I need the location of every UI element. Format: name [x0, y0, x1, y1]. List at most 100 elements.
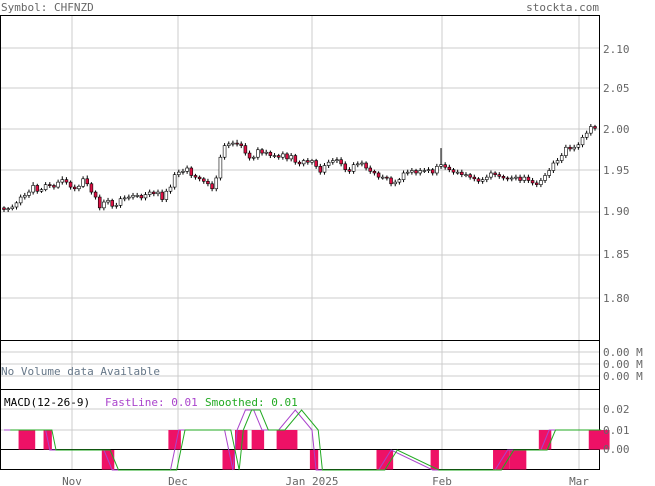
- candle-up: [410, 170, 414, 173]
- candle-down: [152, 191, 156, 195]
- candle-down: [193, 175, 198, 178]
- candle-up: [439, 164, 443, 167]
- candle-up: [485, 176, 489, 180]
- candle-up: [131, 195, 135, 198]
- candle-down: [206, 180, 210, 185]
- candle-down: [497, 174, 502, 177]
- candle-up: [135, 195, 139, 197]
- candle-up: [489, 172, 493, 178]
- grid-lines: [1, 16, 599, 469]
- price-ytick: 1.80: [603, 292, 630, 305]
- candle-down: [235, 142, 239, 145]
- candle-up: [122, 197, 127, 200]
- symbol-label: Symbol: CHFNZD: [1, 1, 94, 14]
- candle-down: [476, 178, 481, 182]
- candle-up: [310, 160, 314, 163]
- candle-up: [393, 181, 397, 185]
- candle-down: [534, 182, 539, 185]
- macd-histogram-bar-positive: [168, 430, 181, 450]
- candle-up: [6, 208, 10, 210]
- candle-down: [68, 181, 73, 188]
- candle-up: [156, 191, 160, 195]
- candle-up: [164, 190, 169, 200]
- candle-up: [584, 132, 589, 138]
- candle-up: [77, 185, 81, 190]
- candle-down: [526, 176, 531, 181]
- candle-down: [414, 170, 418, 174]
- candle-down: [2, 207, 6, 210]
- xtick-label: Dec: [168, 475, 188, 486]
- price-yaxis: 2.10 2.05 2.00 1.95 1.90 1.85 1.80: [603, 43, 630, 305]
- price-ytick: 1.95: [603, 164, 630, 177]
- candle-up: [559, 155, 564, 161]
- candle-up: [281, 153, 285, 158]
- candle-down: [318, 166, 323, 173]
- candle-down: [306, 160, 310, 163]
- macd-title: MACD(12-26-9): [4, 396, 90, 409]
- candle-down: [493, 172, 497, 175]
- candle-down: [593, 126, 597, 129]
- candle-up: [418, 170, 422, 174]
- candle-up: [18, 196, 23, 204]
- macd-ytick: 0.00: [603, 443, 630, 456]
- candle-down: [239, 143, 243, 146]
- candle-up: [143, 194, 148, 199]
- candle-up: [555, 160, 560, 164]
- candle-up: [510, 177, 514, 180]
- macd-histogram-bar-negative: [430, 450, 439, 470]
- macd-histogram-bar-positive: [18, 430, 36, 450]
- candle-down: [72, 186, 77, 190]
- candle-down: [518, 176, 522, 181]
- candle-up: [589, 126, 593, 134]
- macd-series: [4, 409, 610, 471]
- candle-up: [185, 167, 189, 172]
- price-panel: [0, 15, 600, 341]
- candle-down: [347, 169, 352, 172]
- site-link[interactable]: stockta.com: [526, 1, 599, 14]
- candle-down: [243, 145, 248, 154]
- candle-up: [576, 144, 581, 148]
- candle-down: [505, 177, 510, 180]
- candle-up: [464, 174, 468, 176]
- candle-up: [27, 191, 31, 196]
- candle-down: [364, 162, 368, 169]
- volume-ytick: 0.00 M: [603, 346, 643, 359]
- candle-up: [335, 159, 339, 162]
- candle-up: [226, 143, 231, 146]
- candle-up: [214, 177, 219, 190]
- candle-up: [522, 176, 527, 181]
- candle-up: [222, 145, 227, 158]
- macd-histogram-bar-negative: [309, 450, 319, 470]
- candle-up: [572, 146, 576, 150]
- price-ytick: 1.90: [603, 205, 630, 218]
- candle-down: [35, 185, 40, 192]
- candle-down: [389, 177, 393, 185]
- candle-up: [397, 179, 402, 183]
- candle-down: [52, 185, 56, 188]
- candle-down: [451, 169, 456, 173]
- candle-down: [339, 159, 343, 165]
- candle-down: [48, 184, 52, 186]
- macd-histogram-bar-positive: [234, 430, 248, 450]
- candle-up: [539, 180, 543, 185]
- candle-up: [401, 172, 406, 180]
- candle-up: [106, 200, 110, 203]
- candle-up: [326, 161, 331, 166]
- candle-down: [285, 153, 289, 160]
- candle-down: [568, 146, 572, 150]
- candle-down: [260, 149, 264, 154]
- xaxis: Nov Dec Jan 2025 Feb Mar: [62, 475, 589, 486]
- candle-up: [181, 171, 185, 173]
- candle-up: [172, 174, 177, 188]
- candle-up: [81, 178, 85, 187]
- candle-down: [372, 171, 377, 174]
- macd-histogram-bar-positive: [276, 430, 298, 450]
- candle-up: [331, 160, 335, 163]
- macd-histogram-bar-positive: [251, 430, 265, 450]
- macd-yaxis: 0.02 0.01 0.00: [603, 403, 630, 456]
- macd-ytick: 0.01: [603, 424, 630, 437]
- candle-down: [314, 160, 318, 167]
- volume-yaxis: 0.00 M 0.00 M 0.00 M: [603, 346, 643, 383]
- volume-panel: [0, 340, 600, 390]
